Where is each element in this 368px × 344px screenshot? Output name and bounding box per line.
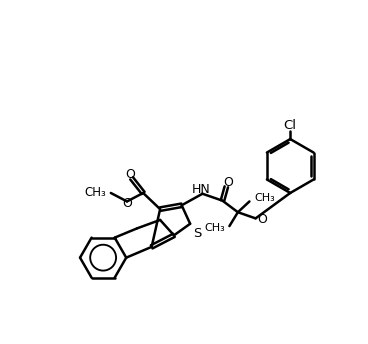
Text: CH₃: CH₃ (254, 193, 275, 203)
Text: O: O (125, 168, 135, 181)
Text: O: O (257, 213, 267, 226)
Text: S: S (193, 227, 202, 240)
Text: O: O (224, 176, 234, 190)
Text: O: O (122, 197, 132, 210)
Text: HN: HN (192, 183, 210, 196)
Text: CH₃: CH₃ (85, 186, 106, 200)
Text: CH₃: CH₃ (204, 223, 225, 233)
Text: Cl: Cl (284, 119, 297, 132)
